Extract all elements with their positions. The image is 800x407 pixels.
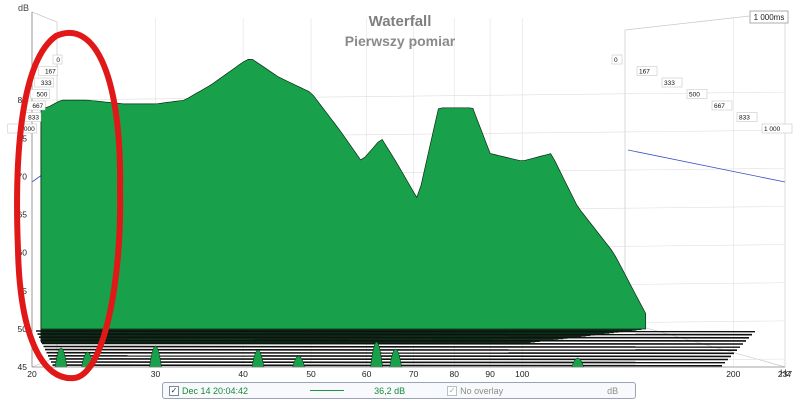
time-range-label: 1 000ms [754,13,785,22]
y-tick-label: 60 [18,248,28,258]
x-tick-label: 50 [306,369,316,379]
time-label-box-right [686,89,708,99]
x-tick-label: 80 [449,369,459,379]
time-label-left: 0 [56,57,60,64]
time-label-left: 500 [37,92,48,99]
chart-subtitle: Pierwszy pomiar [345,33,456,49]
y-tick-label: 45 [18,362,28,372]
time-label-box-left [52,54,63,65]
y-axis-label: dB [18,3,29,13]
time-label-left: 667 [32,103,43,110]
time-label-right: 333 [664,80,675,87]
time-label-left: 167 [45,69,56,76]
x-tick-label: 70 [409,369,419,379]
floor-slice-line [41,342,744,345]
floor-slice-line [50,361,726,364]
time-label-right: 833 [739,115,750,122]
time-label-left: 333 [41,80,52,87]
floor-slice-line [38,336,750,339]
time-label-box-left [38,66,59,76]
x-tick-label: 100 [515,369,529,379]
right-wall [624,11,786,368]
x-tick-label: 20 [27,369,37,379]
time-label-right: 667 [714,103,725,110]
legend-measurement: Dec 14 20:04:42 [182,385,249,396]
reference-line-right [627,149,786,183]
legend-unit: dB [607,385,619,396]
floor-slice-line [52,364,723,367]
measurement-checkbox[interactable]: ✓ [169,385,179,396]
y-tick-label: 65 [18,210,28,220]
floor-slice-line [44,348,738,352]
floor-slice-line [47,354,732,358]
time-label-left: 1 000 [19,126,36,133]
x-tick-label: 40 [238,369,248,379]
time-label-box-right [611,54,623,65]
y-tick-label: 70 [18,171,28,181]
y-tick-label: 50 [18,324,28,334]
time-label-right: 1 000 [764,126,781,133]
x-tick-label: 200 [726,369,740,379]
x-tick-label: 60 [362,369,372,379]
time-range-box: 1 000ms [749,10,789,24]
floor-slice-line [43,345,741,348]
overlay-checkbox[interactable]: ✓ [447,385,458,396]
chart-title: Waterfall [369,13,432,30]
time-label-right: 0 [614,57,618,64]
time-label-box-right [636,66,658,76]
annotation-circle [14,29,124,382]
x-tick-label: 237 [778,369,792,379]
time-label-right: 167 [639,69,650,76]
legend-level: 36,2 dB [374,385,406,396]
floor-slice-line [35,330,756,333]
legend-line-swatch [310,390,345,391]
time-label-box-left [34,77,54,88]
time-label-box-right [736,112,758,122]
floor-slice-line [37,333,753,336]
x-tick-label: 90 [485,369,495,379]
x-tick-label: 30 [151,369,161,379]
time-label-box-right [711,100,733,111]
floor-slice-line [40,339,747,342]
x-axis-unit: Hz [780,368,791,378]
time-label-box-right [661,77,683,88]
waterfall-slice [40,59,647,330]
floor-slice-line [49,358,729,361]
legend-overlay: No overlay [460,385,504,396]
time-label-box-left [30,89,50,99]
time-label-left: 833 [28,115,39,122]
legend-bar: ✓ Dec 14 20:04:42 36,2 dB ✓ No overlay d… [162,382,636,399]
floor-slice-line [46,351,735,355]
time-label-right: 500 [689,92,700,99]
waterfall-slices [35,59,756,368]
time-label-box-right [761,123,793,134]
